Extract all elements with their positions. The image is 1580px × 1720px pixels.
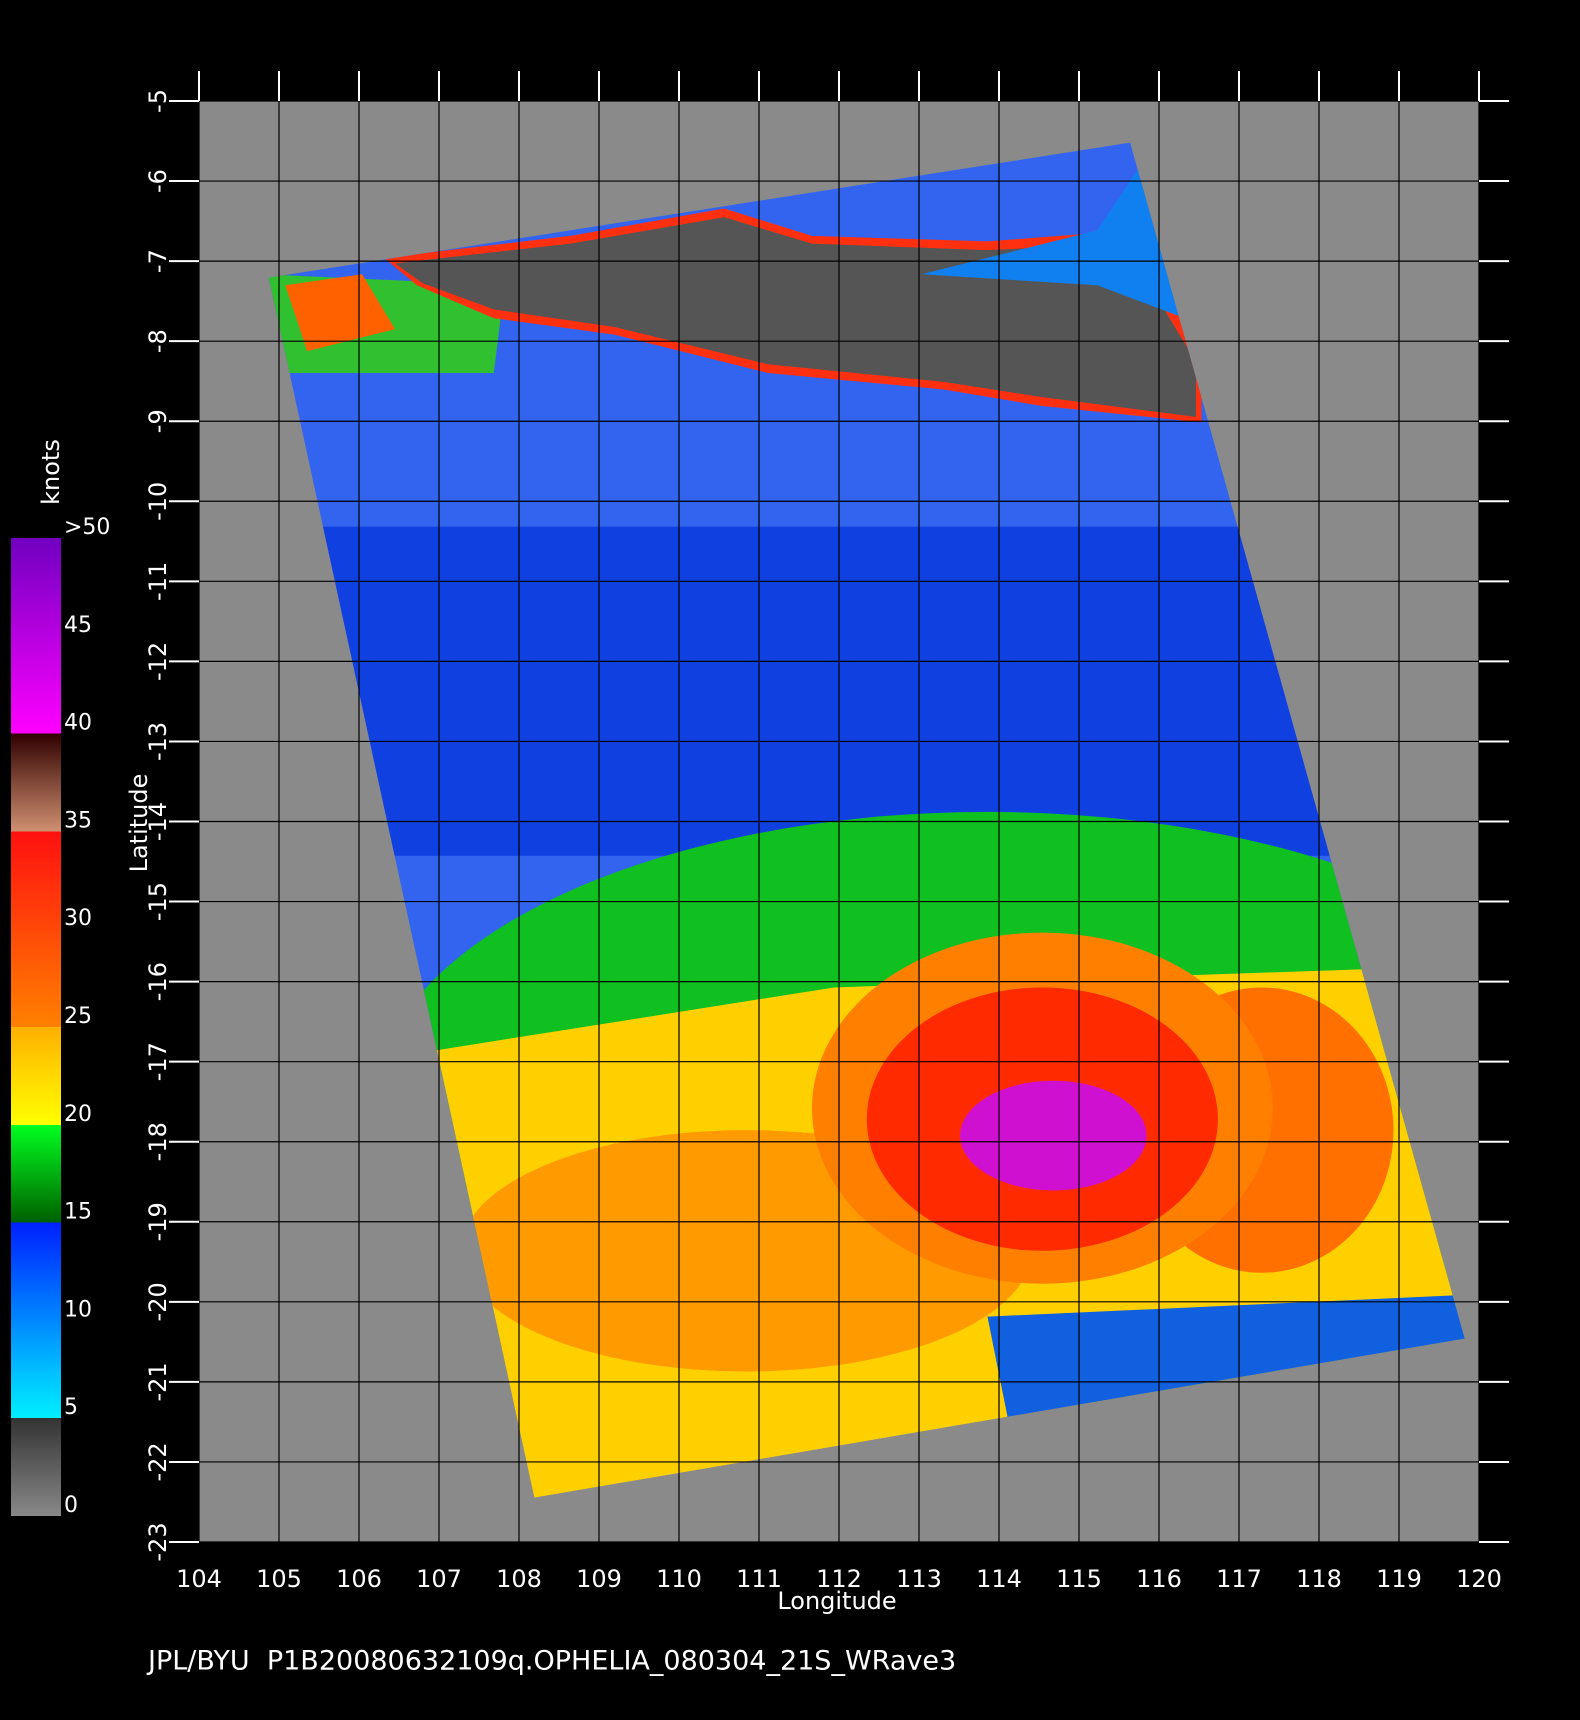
- x-tick-label: 104: [176, 1565, 222, 1593]
- title: JPL/BYU P1B20080632109q.OPHELIA_080304_2…: [146, 1646, 956, 1677]
- y-tick-label: -21: [144, 1362, 172, 1401]
- x-tick-label: 113: [896, 1565, 942, 1593]
- x-tick-label: 115: [1056, 1565, 1102, 1593]
- colorbar-label: knots: [37, 439, 65, 505]
- y-tick-label: -6: [144, 169, 172, 193]
- x-tick-label: 108: [496, 1565, 542, 1593]
- y-tick-label: -19: [144, 1202, 172, 1241]
- x-tick-label: 118: [1296, 1565, 1342, 1593]
- x-tick-label: 111: [736, 1565, 782, 1593]
- y-tick-label: -23: [144, 1522, 172, 1561]
- y-tick-label: -17: [144, 1042, 172, 1081]
- colorbar-tick-label: 5: [64, 1395, 78, 1420]
- y-tick-label: -10: [144, 482, 172, 521]
- y-tick-label: -15: [144, 882, 172, 921]
- y-axis-label: Latitude: [125, 774, 153, 873]
- colorbar: [11, 538, 61, 1516]
- y-tick-label: -22: [144, 1442, 172, 1481]
- x-tick-label: 119: [1376, 1565, 1422, 1593]
- colorbar-tick-label: 10: [64, 1297, 92, 1322]
- y-tick-label: -7: [144, 249, 172, 273]
- x-tick-label: 116: [1136, 1565, 1182, 1593]
- y-tick-label: -5: [144, 89, 172, 113]
- x-tick-label: 117: [1216, 1565, 1262, 1593]
- x-tick-label: 105: [256, 1565, 302, 1593]
- colorbar-tick-label: 35: [64, 808, 92, 833]
- y-tick-label: -12: [144, 642, 172, 681]
- y-tick-label: -18: [144, 1122, 172, 1161]
- colorbar-tick-label: 45: [64, 613, 92, 638]
- y-tick-label: -14: [144, 802, 172, 841]
- colorbar-tick-label: 40: [64, 711, 92, 736]
- ticks: [169, 71, 1509, 1543]
- colorbar-tick-label: >50: [64, 515, 110, 540]
- y-tick-label: -13: [144, 722, 172, 761]
- x-tick-label: 114: [976, 1565, 1022, 1593]
- x-tick-label: 120: [1456, 1565, 1502, 1593]
- x-tick-label: 110: [656, 1565, 702, 1593]
- y-tick-label: -9: [144, 409, 172, 433]
- y-tick-label: -20: [144, 1282, 172, 1321]
- colorbar-tick-label: 25: [64, 1004, 92, 1029]
- colorbar-tick-label: 15: [64, 1200, 92, 1225]
- x-tick-label: 109: [576, 1565, 622, 1593]
- x-tick-label: 107: [416, 1565, 462, 1593]
- x-tick-label: 112: [816, 1565, 862, 1593]
- x-tick-label: 106: [336, 1565, 382, 1593]
- x-axis-label: Longitude: [777, 1587, 896, 1615]
- colorbar-tick-label: 0: [64, 1493, 78, 1518]
- y-tick-label: -8: [144, 329, 172, 353]
- colorbar-tick-label: 20: [64, 1102, 92, 1127]
- y-tick-label: -11: [144, 562, 172, 601]
- y-tick-label: -16: [144, 962, 172, 1001]
- swath-colors: [268, 164, 1465, 1498]
- colorbar-tick-label: 30: [64, 906, 92, 931]
